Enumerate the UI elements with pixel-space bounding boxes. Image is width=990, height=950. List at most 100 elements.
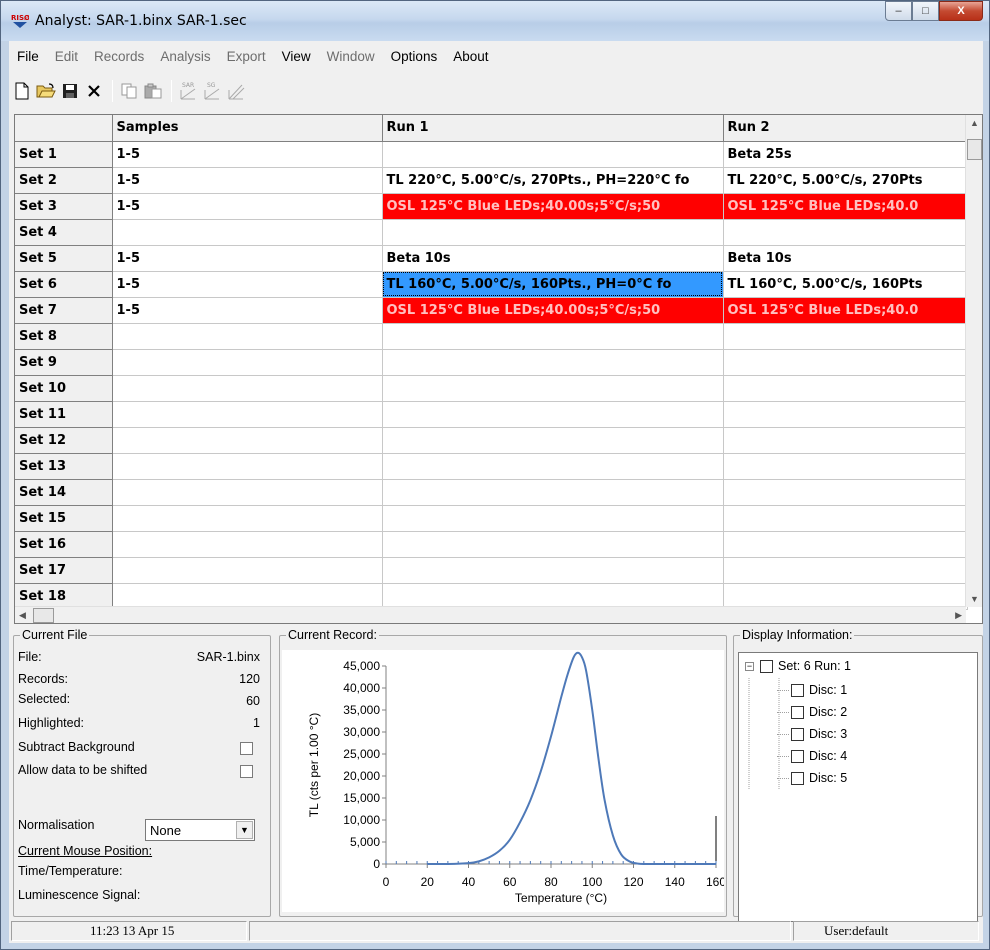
corner-cell[interactable]: [15, 115, 113, 142]
samples-cell[interactable]: [112, 557, 383, 584]
column-header-run1[interactable]: Run 1: [382, 115, 724, 142]
dropdown-arrow-icon[interactable]: ▼: [236, 821, 253, 839]
table-row[interactable]: Set 15: [15, 505, 968, 532]
tree-root-item[interactable]: − Set: 6 Run: 1: [745, 659, 851, 673]
run1-cell[interactable]: [382, 427, 724, 454]
new-file-button[interactable]: [11, 79, 33, 103]
tree-disc-checkbox[interactable]: [791, 749, 804, 763]
menu-view[interactable]: View: [281, 49, 311, 64]
tree-disc-checkbox[interactable]: [791, 771, 804, 785]
run1-cell[interactable]: OSL 125°C Blue LEDs;40.00s;5°C/s;50: [382, 297, 724, 324]
menu-options[interactable]: Options: [390, 49, 438, 64]
tree-disc-item[interactable]: Disc: 3: [777, 727, 847, 741]
run2-cell[interactable]: [723, 427, 968, 454]
close-button[interactable]: X: [939, 1, 983, 21]
run1-cell[interactable]: TL 220°C, 5.00°C/s, 270Pts., PH=220°C fo: [382, 167, 724, 194]
sg-button[interactable]: SG: [201, 79, 223, 103]
tree-disc-item[interactable]: Disc: 4: [777, 749, 847, 763]
row-header[interactable]: Set 10: [15, 375, 113, 402]
run2-cell[interactable]: [723, 453, 968, 480]
samples-cell[interactable]: [112, 531, 383, 558]
samples-cell[interactable]: [112, 479, 383, 506]
run1-cell[interactable]: [382, 401, 724, 428]
run2-cell[interactable]: [723, 375, 968, 402]
vertical-scroll-thumb[interactable]: [967, 139, 982, 160]
tree-disc-checkbox[interactable]: [791, 727, 804, 741]
samples-cell[interactable]: 1-5: [112, 167, 383, 194]
save-button[interactable]: [59, 79, 81, 103]
row-header[interactable]: Set 8: [15, 323, 113, 350]
table-row[interactable]: Set 1 1-5 Beta 25s: [15, 141, 968, 168]
run1-cell[interactable]: [382, 375, 724, 402]
table-row[interactable]: Set 9: [15, 349, 968, 376]
row-header[interactable]: Set 5: [15, 245, 113, 272]
table-row[interactable]: Set 10: [15, 375, 968, 402]
row-header[interactable]: Set 18: [15, 583, 113, 610]
table-row[interactable]: Set 7 1-5 OSL 125°C Blue LEDs;40.00s;5°C/s…: [15, 297, 968, 324]
run2-cell[interactable]: [723, 557, 968, 584]
menu-analysis[interactable]: Analysis: [160, 49, 211, 64]
menu-window[interactable]: Window: [326, 49, 375, 64]
horizontal-scroll-thumb[interactable]: [33, 608, 54, 623]
table-row[interactable]: Set 4: [15, 219, 968, 246]
samples-cell[interactable]: [112, 349, 383, 376]
run2-cell[interactable]: OSL 125°C Blue LEDs;40.0: [723, 297, 968, 324]
run2-cell[interactable]: TL 220°C, 5.00°C/s, 270Pts: [723, 167, 968, 194]
column-header-run2[interactable]: Run 2: [723, 115, 968, 142]
run2-cell[interactable]: TL 160°C, 5.00°C/s, 160Pts: [723, 271, 968, 298]
run2-cell[interactable]: [723, 349, 968, 376]
run1-cell[interactable]: [382, 323, 724, 350]
samples-cell[interactable]: [112, 505, 383, 532]
menu-export[interactable]: Export: [226, 49, 266, 64]
samples-cell[interactable]: [112, 323, 383, 350]
table-row[interactable]: Set 8: [15, 323, 968, 350]
row-header[interactable]: Set 6: [15, 271, 113, 298]
maximize-button[interactable]: □: [912, 1, 939, 21]
run1-cell[interactable]: [382, 479, 724, 506]
table-row[interactable]: Set 13: [15, 453, 968, 480]
collapse-icon[interactable]: −: [745, 660, 754, 671]
samples-cell[interactable]: [112, 401, 383, 428]
row-header[interactable]: Set 14: [15, 479, 113, 506]
row-header[interactable]: Set 13: [15, 453, 113, 480]
run1-cell[interactable]: [382, 141, 724, 168]
tree-disc-checkbox[interactable]: [791, 705, 804, 719]
sequence-grid[interactable]: Samples Run 1 Run 2 Set 1 1-5 Beta 25s Set …: [14, 114, 983, 624]
run1-cell[interactable]: [382, 557, 724, 584]
samples-cell[interactable]: [112, 375, 383, 402]
samples-cell[interactable]: [112, 219, 383, 246]
row-header[interactable]: Set 9: [15, 349, 113, 376]
samples-cell[interactable]: 1-5: [112, 141, 383, 168]
samples-cell[interactable]: 1-5: [112, 245, 383, 272]
row-header[interactable]: Set 11: [15, 401, 113, 428]
run2-cell[interactable]: Beta 25s: [723, 141, 968, 168]
menu-edit[interactable]: Edit: [54, 49, 79, 64]
row-header[interactable]: Set 3: [15, 193, 113, 220]
open-folder-button[interactable]: [35, 79, 57, 103]
run1-cell[interactable]: Beta 10s: [382, 245, 724, 272]
tree-root-checkbox[interactable]: [760, 659, 773, 673]
title-bar[interactable]: RISØ Analyst: SAR-1.binx SAR-1.sec – □ X: [1, 1, 989, 41]
menu-about[interactable]: About: [453, 49, 489, 64]
column-header-samples[interactable]: Samples: [112, 115, 383, 142]
run1-cell[interactable]: [382, 219, 724, 246]
scroll-down-icon[interactable]: ▼: [970, 594, 979, 604]
run1-cell[interactable]: [382, 453, 724, 480]
samples-cell[interactable]: [112, 427, 383, 454]
minimize-button[interactable]: –: [885, 1, 912, 21]
allow-shift-checkbox[interactable]: [240, 765, 253, 778]
row-header[interactable]: Set 7: [15, 297, 113, 324]
menu-records[interactable]: Records: [94, 49, 145, 64]
run1-cell[interactable]: [382, 505, 724, 532]
run2-cell[interactable]: [723, 323, 968, 350]
tree-disc-item[interactable]: Disc: 5: [777, 771, 847, 785]
run2-cell[interactable]: [723, 531, 968, 558]
run2-cell[interactable]: [723, 505, 968, 532]
table-row[interactable]: Set 5 1-5 Beta 10s Beta 10s: [15, 245, 968, 272]
samples-cell[interactable]: 1-5: [112, 297, 383, 324]
row-header[interactable]: Set 17: [15, 557, 113, 584]
horizontal-scrollbar[interactable]: ◀ ▶: [15, 606, 966, 623]
run2-cell[interactable]: [723, 219, 968, 246]
row-header[interactable]: Set 1: [15, 141, 113, 168]
edit-sequence-button[interactable]: [225, 79, 247, 103]
